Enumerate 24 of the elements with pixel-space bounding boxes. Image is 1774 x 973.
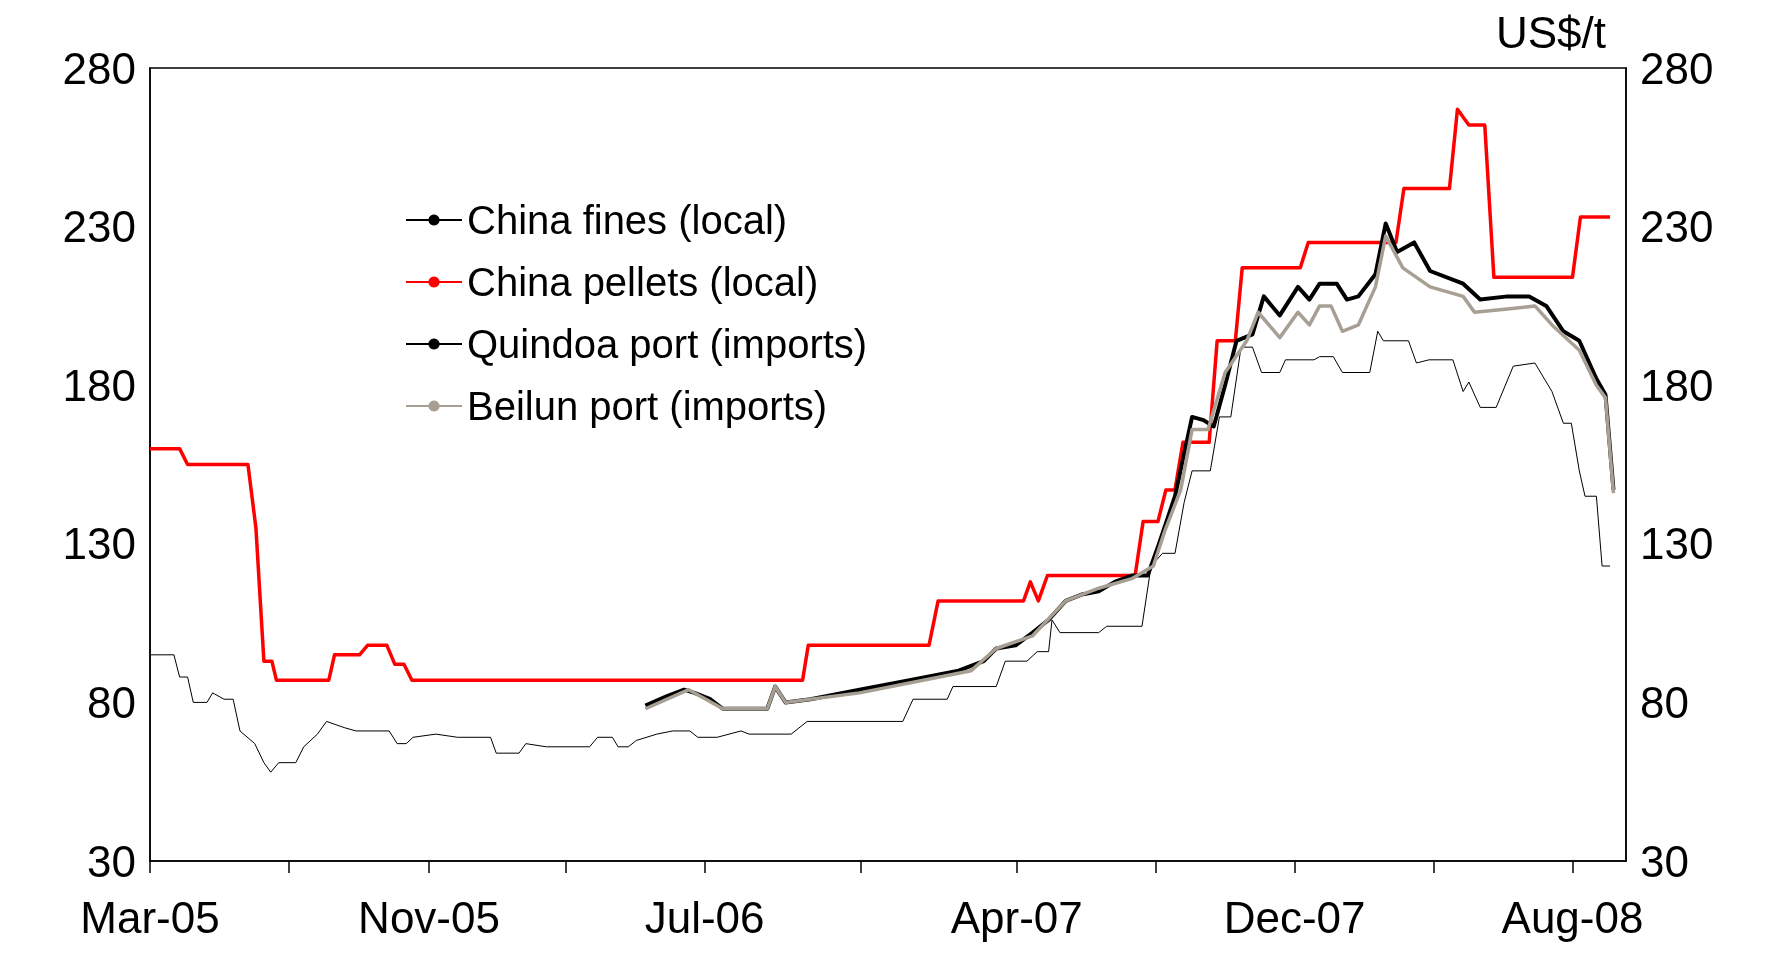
y2-tick-label: 230 — [1640, 202, 1714, 252]
y-tick-label: 230 — [62, 202, 136, 252]
y2-axis-title: US$/t — [1495, 7, 1606, 57]
y-tick-label: 180 — [62, 360, 136, 410]
y2-tick-label: 30 — [1640, 836, 1689, 886]
legend-label: China fines (local) — [467, 198, 788, 242]
y-tick-label: 280 — [62, 43, 136, 93]
legend-label: China pellets (local) — [467, 260, 819, 304]
x-tick-label: Apr-07 — [950, 892, 1083, 942]
y2-tick-label: 80 — [1640, 677, 1689, 727]
legend-label: Beilun port (imports) — [467, 384, 828, 428]
y2-tick-label: 280 — [1640, 43, 1714, 93]
x-tick-label: Aug-08 — [1501, 892, 1644, 942]
x-tick-label: Nov-05 — [358, 892, 500, 942]
x-tick-label: Mar-05 — [80, 892, 220, 942]
y2-tick-label: 130 — [1640, 519, 1714, 569]
line-series — [148, 107, 1612, 682]
y2-tick-label: 180 — [1640, 360, 1714, 410]
legend-label: Quindoa port (imports) — [467, 322, 868, 366]
x-tick-label: Dec-07 — [1223, 892, 1366, 942]
y-tick-label: 80 — [87, 677, 136, 727]
y-tick-label: 130 — [62, 519, 136, 569]
y-tick-label: 30 — [87, 836, 136, 886]
x-tick-label: Jul-06 — [644, 892, 765, 942]
